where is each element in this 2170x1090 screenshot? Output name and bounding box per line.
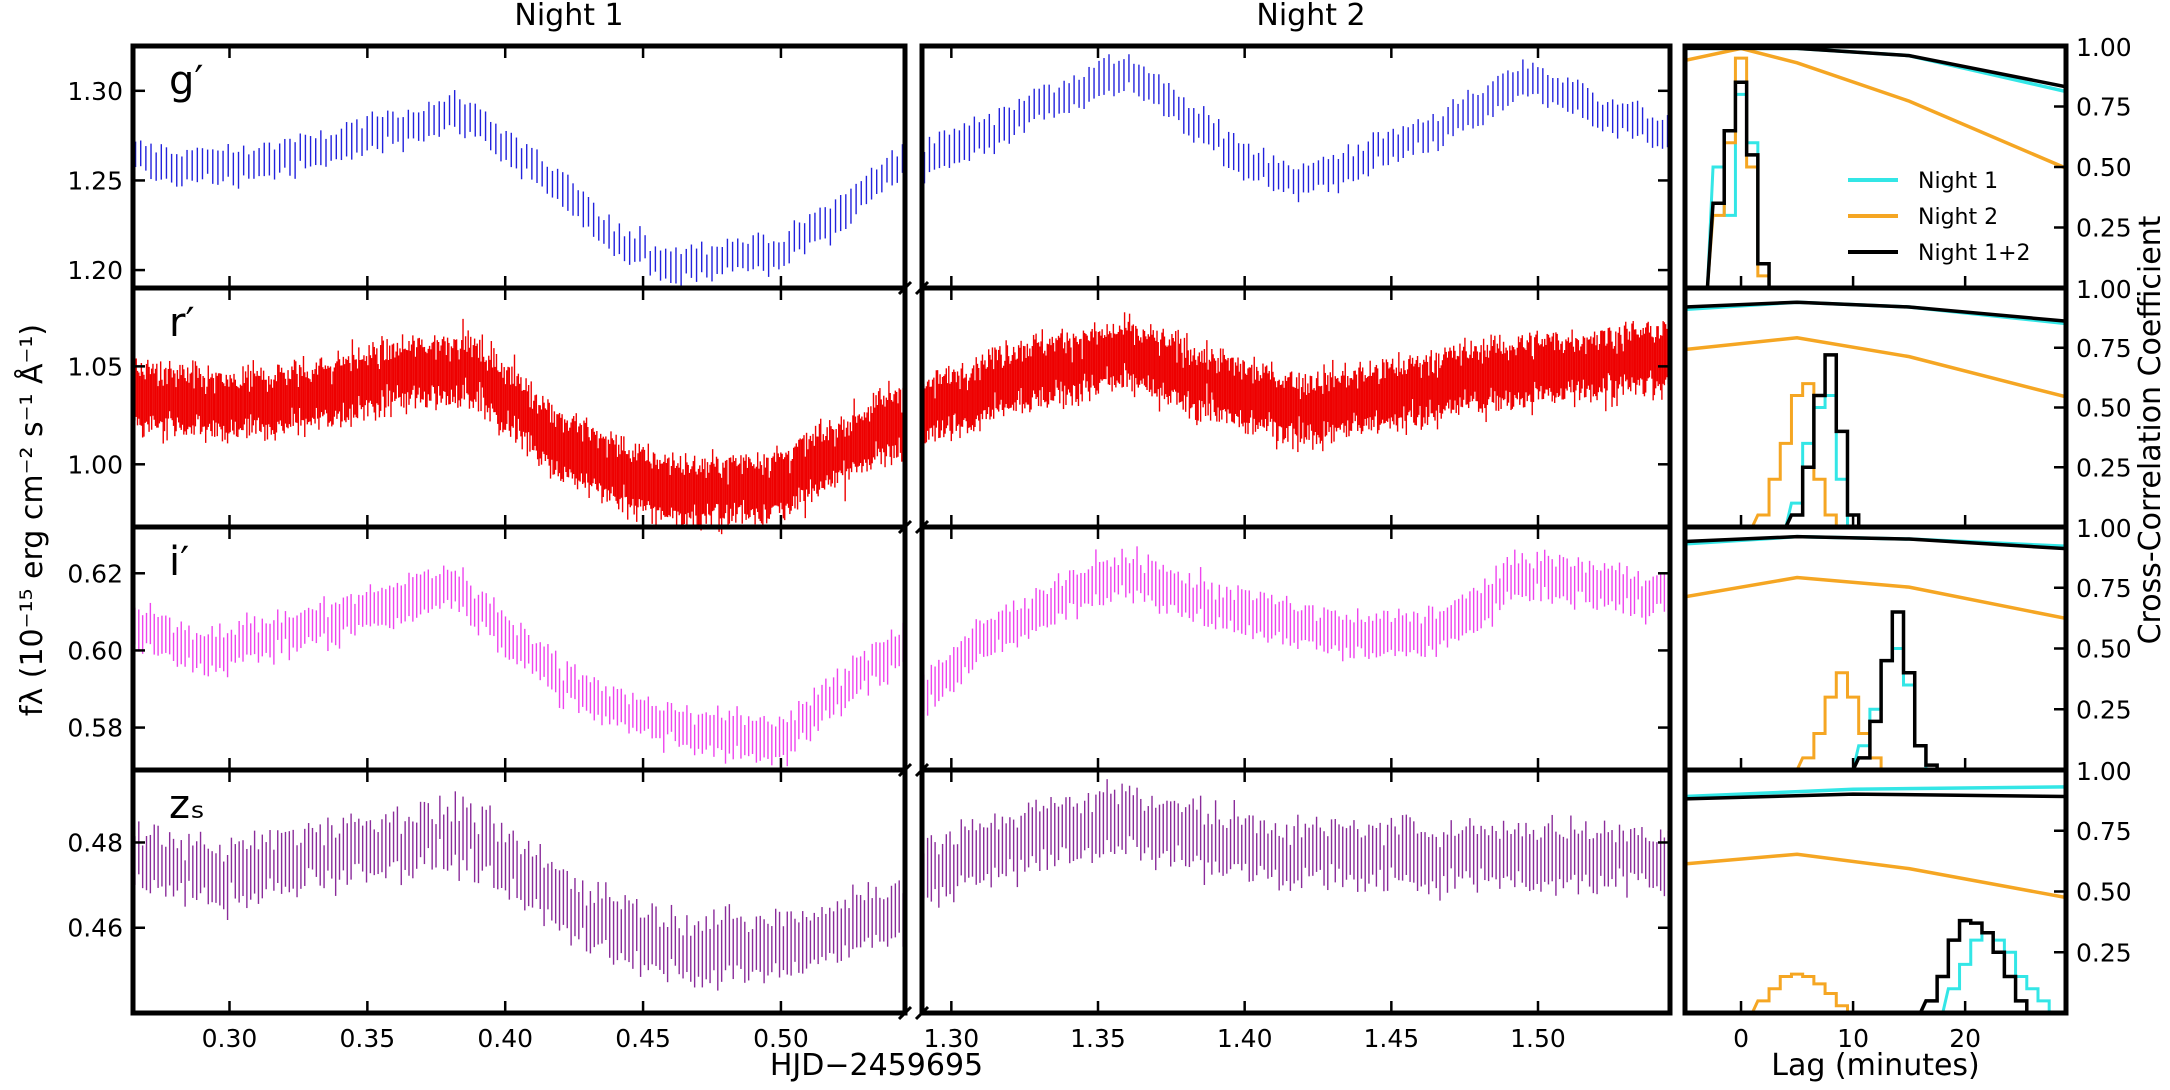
axis-break-mark	[914, 1005, 930, 1021]
lag-tick-label: 20	[1949, 1024, 1981, 1053]
night2-title: Night 2	[1256, 0, 1365, 33]
cc-curve-night12	[1685, 534, 2066, 551]
y-tick-label: 0.60	[67, 636, 123, 665]
cc-tick-label: 1.00	[2076, 757, 2132, 786]
cc-panel-frame	[1682, 524, 2069, 773]
night2-panel-frame	[919, 524, 1673, 773]
cc-tick-label: 0.25	[2076, 453, 2132, 482]
x-axis-label: HJD−2459695	[770, 1048, 983, 1083]
cc-curve-night1	[1685, 785, 2066, 799]
errorbar-series-night2-band4	[923, 779, 1669, 908]
cc-tick-label: 1.00	[2076, 275, 2132, 304]
cc-curve-night2	[1685, 852, 2066, 900]
x-tick-label: 0.45	[615, 1024, 671, 1053]
x-tick-label: 0.35	[340, 1024, 396, 1053]
axis-break-mark	[897, 1005, 913, 1021]
x-tick-label: 0.40	[477, 1024, 533, 1053]
cc-tick-label: 0.75	[2076, 574, 2132, 603]
panel-frames	[130, 43, 2069, 1021]
errorbar-series-night2-band3	[923, 546, 1669, 716]
y-tick-label: 1.00	[67, 450, 123, 479]
lag-histogram-night12	[1705, 80, 1781, 288]
cc-curve-night2	[1685, 46, 2066, 170]
x-tick-label: 1.45	[1363, 1024, 1419, 1053]
lag-histogram-night12	[1918, 918, 2038, 1013]
cc-curve-night12	[1685, 300, 2066, 323]
night1-panel-frame	[130, 524, 908, 773]
cc-tick-label: 0.50	[2076, 153, 2132, 182]
lag-histogram-night12	[1851, 610, 1949, 770]
errorbar-series-night2-band1	[923, 54, 1669, 203]
night2-panel-frame	[919, 767, 1673, 1016]
cc-tick-label: 1.00	[2076, 33, 2132, 62]
x-tick-label: 0.50	[753, 1024, 809, 1053]
x-tick-label: 1.30	[923, 1024, 979, 1053]
cc-panel-band3	[1685, 534, 2066, 770]
cc-tick-label: 0.25	[2076, 695, 2132, 724]
night1-panel-frame	[130, 767, 908, 1016]
labels-layer: 1.20 1.25 1.30 0.25 0.50 0.75 1.00 g′ 1.00 1.05 0.…	[14, 0, 2168, 1083]
lag-histogram-night2	[1750, 382, 1848, 527]
night1-title: Night 1	[514, 0, 623, 33]
errorbar-series-night1-band1	[134, 90, 904, 287]
legend-label: Night 1+2	[1918, 241, 2031, 266]
errorbar-series-night1-band4	[134, 791, 904, 991]
cc-curve-night2	[1685, 335, 2066, 399]
lag-histogram-night1	[1705, 92, 1781, 288]
band-label: r′	[169, 300, 195, 346]
errorbar-series-night1-band2	[132, 318, 906, 535]
cc-axis-label: Cross-Correlation Coefficient	[2133, 215, 2168, 644]
band-label: g′	[169, 58, 203, 104]
x-tick-label: 1.35	[1070, 1024, 1126, 1053]
lag-tick-label: 10	[1837, 1024, 1869, 1053]
cc-tick-label: 1.00	[2076, 514, 2132, 543]
cc-tick-label: 0.75	[2076, 93, 2132, 122]
legend-label: Night 1	[1918, 169, 1998, 194]
x-tick-label: 0.30	[202, 1024, 258, 1053]
cc-tick-label: 0.50	[2076, 394, 2132, 423]
x-tick-label: 1.40	[1217, 1024, 1273, 1053]
y-tick-label: 1.30	[67, 77, 123, 106]
cc-panel-frame	[1682, 285, 2069, 530]
cc-tick-label: 0.25	[2076, 214, 2132, 243]
lag-histogram-night12	[1784, 353, 1870, 527]
y-tick-label: 0.48	[67, 828, 123, 857]
y-tick-label: 0.46	[67, 914, 123, 943]
cc-panel-band4	[1685, 785, 2066, 1013]
cc-curve-night12	[1685, 792, 2066, 801]
cc-tick-label: 0.50	[2076, 635, 2132, 664]
y-tick-label: 1.20	[67, 256, 123, 285]
y-tick-label: 0.58	[67, 714, 123, 743]
lag-histogram-night2	[1795, 671, 1893, 770]
lag-axis-label: Lag (minutes)	[1771, 1048, 1980, 1083]
y-tick-label: 0.62	[67, 559, 123, 588]
lag-histogram-night2	[1705, 56, 1781, 288]
y-tick-label: 1.05	[67, 352, 123, 381]
lag-histogram-night2	[1750, 972, 1859, 1013]
cc-tick-label: 0.25	[2076, 938, 2132, 967]
errorbar-series-night2-band2	[921, 312, 1671, 457]
cc-tick-label: 0.75	[2076, 334, 2132, 363]
y-axis-label: fλ (10⁻¹⁵ erg cm⁻² s⁻¹ Å⁻¹)	[14, 324, 50, 716]
errorbar-series-night1-band3	[134, 565, 904, 767]
lag-tick-label: 0	[1733, 1024, 1749, 1053]
cc-tick-label: 0.50	[2076, 878, 2132, 907]
legend-label: Night 2	[1918, 205, 1998, 230]
cc-curve-night2	[1685, 575, 2066, 621]
band-label: i′	[169, 539, 189, 585]
x-tick-label: 1.50	[1510, 1024, 1566, 1053]
y-tick-label: 1.25	[67, 166, 123, 195]
cc-tick-label: 0.75	[2076, 817, 2132, 846]
band-label: zₛ	[169, 782, 205, 828]
data-layer	[132, 46, 2066, 1013]
lag-histogram-night1	[1941, 931, 2061, 1013]
cc-panel-band2	[1685, 300, 2066, 527]
